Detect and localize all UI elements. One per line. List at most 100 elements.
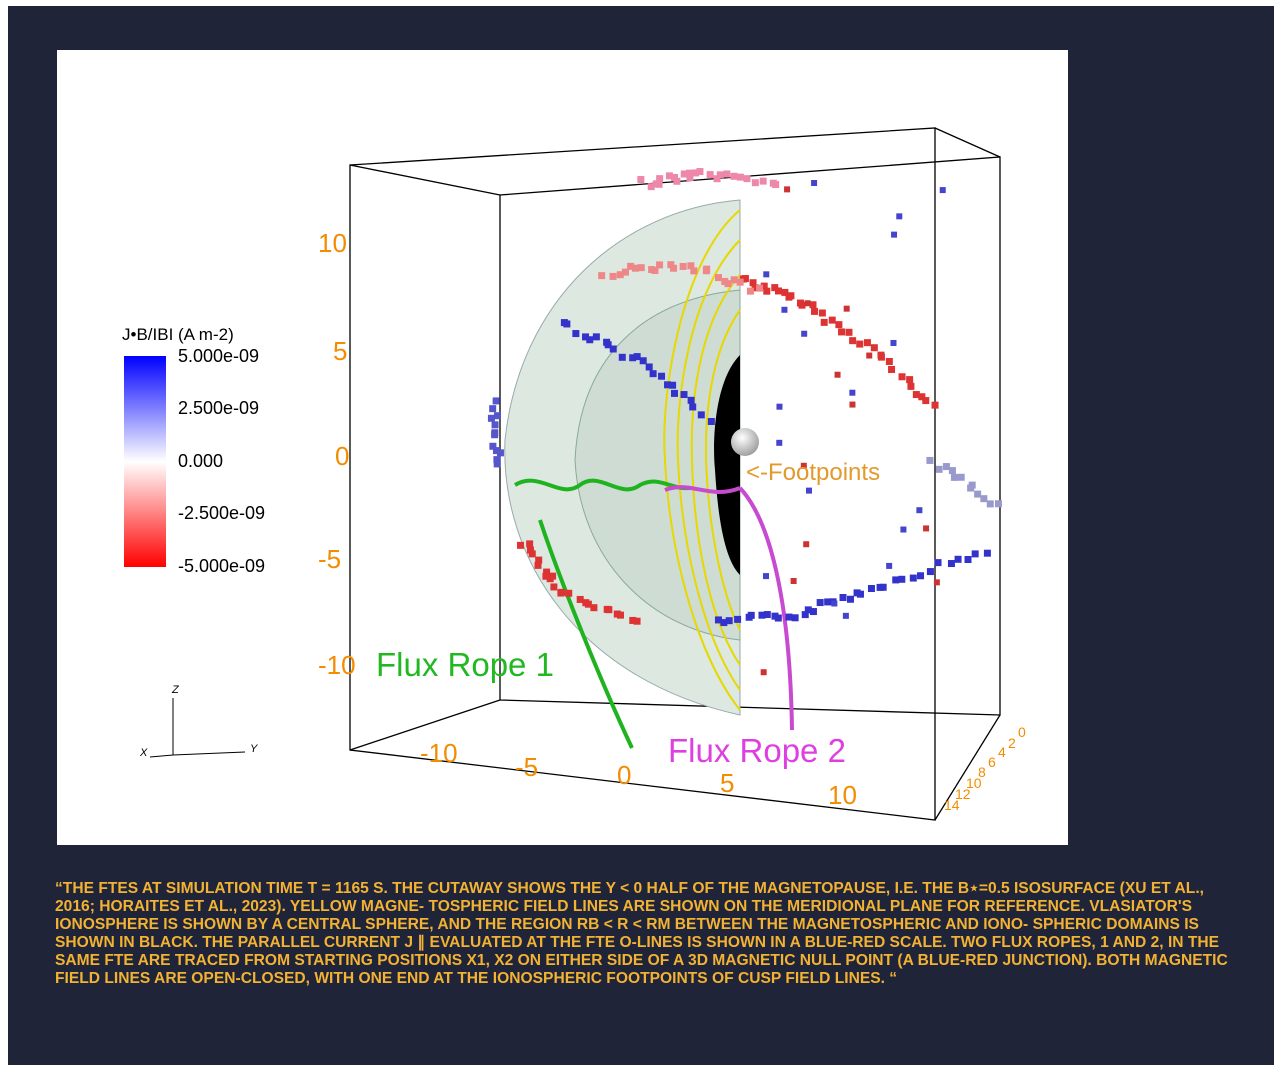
triad-y: Y: [250, 743, 258, 755]
marker: [640, 357, 647, 364]
marker: [917, 572, 924, 579]
marker: [811, 180, 817, 186]
y-tick-label: 0: [617, 760, 631, 790]
marker: [734, 616, 741, 623]
colorbar-label: -5.000e-09: [178, 556, 265, 576]
marker: [756, 285, 763, 292]
marker: [680, 263, 687, 270]
marker: [849, 402, 855, 408]
marker: [866, 353, 872, 359]
marker: [638, 264, 645, 271]
marker: [849, 337, 856, 344]
marker: [572, 330, 579, 337]
marker: [831, 600, 837, 606]
marker: [868, 585, 875, 592]
marker: [590, 604, 597, 611]
colorbar-label: 2.500e-09: [178, 398, 259, 418]
z-tick-label: -10: [318, 650, 356, 680]
marker: [550, 583, 557, 590]
marker: [843, 613, 849, 619]
marker: [785, 614, 792, 621]
colorbar-label: 5.000e-09: [178, 346, 259, 366]
marker: [811, 308, 818, 315]
marker: [935, 559, 942, 566]
marker: [619, 354, 626, 361]
marker: [821, 319, 828, 326]
marker: [671, 390, 678, 397]
marker: [489, 405, 496, 412]
marker: [775, 287, 782, 294]
marker: [916, 507, 922, 513]
marker: [965, 556, 972, 563]
marker: [892, 576, 899, 583]
marker: [760, 178, 767, 185]
marker: [737, 279, 744, 286]
marker: [492, 421, 499, 428]
marker: [743, 175, 750, 182]
marker: [845, 329, 852, 336]
marker: [980, 495, 987, 502]
marker: [797, 300, 804, 307]
marker: [844, 306, 850, 312]
marker: [752, 179, 759, 186]
marker: [656, 261, 663, 268]
marker: [763, 288, 770, 295]
marker: [646, 363, 653, 370]
marker: [670, 265, 677, 272]
x-tick-label: 14: [944, 797, 960, 813]
marker: [703, 267, 710, 274]
marker: [776, 404, 782, 410]
marker: [835, 321, 842, 328]
marker: [878, 354, 885, 361]
marker: [673, 178, 680, 185]
marker: [871, 344, 878, 351]
marker: [906, 376, 913, 383]
marker: [792, 614, 799, 621]
marker: [775, 615, 782, 622]
triad-x: X: [139, 747, 148, 759]
marker: [926, 457, 933, 464]
marker: [927, 568, 934, 575]
y-tick-label: -10: [420, 738, 458, 768]
marker: [955, 556, 962, 563]
marker: [899, 373, 906, 380]
marker: [791, 578, 797, 584]
marker: [547, 575, 554, 582]
marker: [763, 271, 769, 277]
marker: [698, 411, 705, 418]
marker: [497, 449, 504, 456]
marker: [817, 599, 824, 606]
marker: [517, 542, 524, 549]
marker: [493, 397, 500, 404]
marker: [810, 608, 817, 615]
x-tick-label: 2: [1008, 735, 1016, 751]
marker: [896, 213, 902, 219]
marker: [806, 488, 812, 494]
marker: [857, 591, 864, 598]
marker: [972, 550, 979, 557]
figure: J•B/IBI (A m-2) 5.000e-092.500e-090.000-…: [57, 50, 1068, 845]
marker: [910, 575, 917, 582]
marker: [558, 589, 565, 596]
marker: [838, 328, 845, 335]
z-tick-label: -5: [318, 544, 341, 574]
marker: [656, 175, 663, 182]
marker: [880, 584, 887, 591]
marker: [974, 491, 981, 498]
marker: [940, 187, 946, 193]
marker: [907, 383, 914, 390]
marker: [494, 460, 501, 467]
footpoints-label: <-Footpoints: [746, 459, 880, 486]
marker: [726, 617, 733, 624]
marker: [888, 366, 895, 373]
marker: [948, 560, 955, 567]
marker: [943, 463, 950, 470]
marker: [784, 186, 790, 192]
marker: [995, 500, 1002, 507]
marker: [856, 341, 863, 348]
caption: “THE FTES AT SIMULATION TIME T = 1165 S.…: [55, 880, 1245, 988]
marker: [593, 333, 600, 340]
marker: [731, 173, 738, 180]
marker: [803, 541, 809, 547]
marker: [634, 353, 641, 360]
